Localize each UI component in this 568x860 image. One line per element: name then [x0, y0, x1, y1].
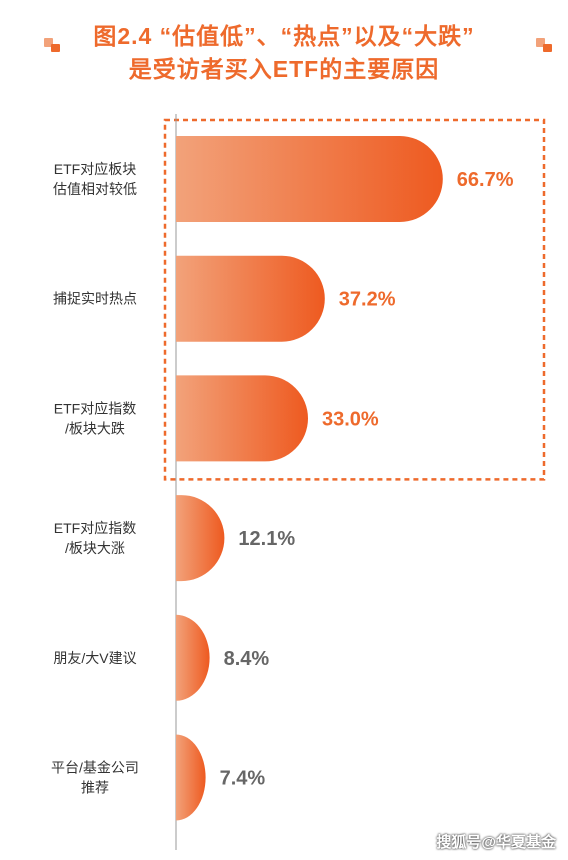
highlight-box: [163, 118, 546, 481]
category-label-0: ETF对应板块估值相对较低: [53, 161, 137, 197]
category-label-2: ETF对应指数/板块大跌: [54, 400, 136, 436]
value-label-5: 7.4%: [220, 768, 266, 790]
bar-0: [176, 136, 443, 222]
bar-3: [176, 495, 225, 582]
value-label-1: 37.2%: [339, 289, 396, 311]
value-label-3: 12.1%: [238, 528, 295, 550]
bar-4: [176, 614, 210, 701]
value-label-2: 33.0%: [322, 408, 379, 430]
value-label-4: 8.4%: [224, 648, 270, 670]
chart-title-line-2: 是受访者买入ETF的主要原因: [128, 56, 440, 82]
value-label-0: 66.7%: [457, 169, 514, 191]
watermark: 搜狐号@华夏基金: [436, 834, 556, 851]
chart-title: 图2.4 “估值低”、“热点”以及“大跌” 是受访者买入ETF的主要原因: [0, 20, 568, 86]
category-label-1: 捕捉实时热点: [53, 291, 137, 307]
category-label-5: 平台/基金公司推荐: [51, 760, 139, 796]
bar-2: [176, 375, 308, 462]
bar-5: [176, 734, 206, 821]
category-label-4: 朋友/大V建议: [53, 650, 136, 666]
title-decoration-left-icon: [44, 38, 60, 52]
title-decoration-right-icon: [536, 38, 552, 52]
chart-title-line-1: 图2.4 “估值低”、“热点”以及“大跌”: [93, 23, 475, 49]
category-label-3: ETF对应指数/板块大涨: [54, 520, 136, 556]
bar-1: [176, 255, 325, 342]
